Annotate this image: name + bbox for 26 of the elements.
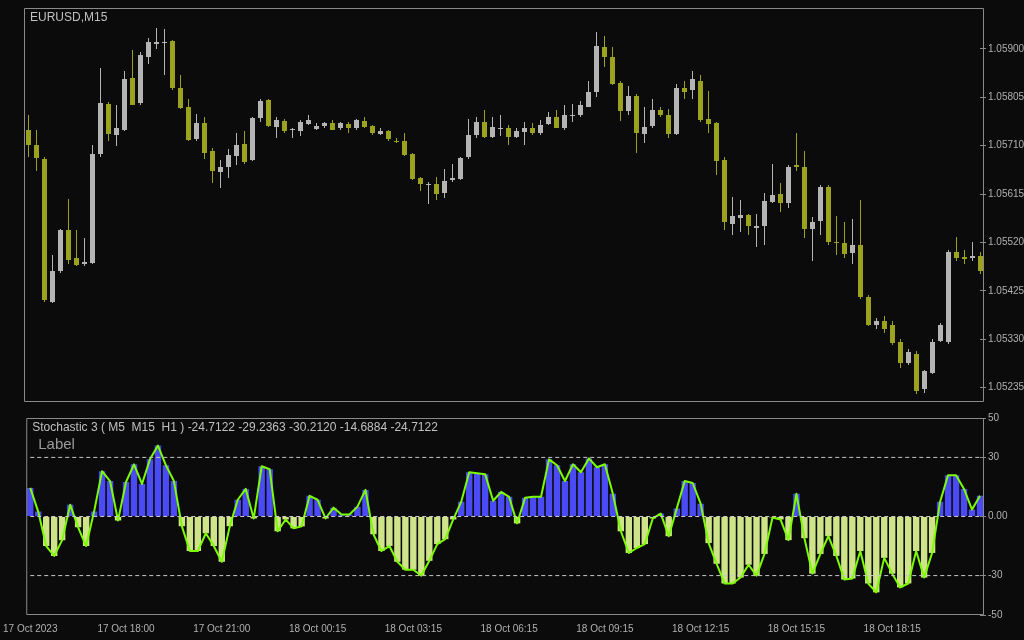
y-tick-label: 1.05615	[988, 187, 1024, 199]
x-tick-label: 18 Oct 06:15	[480, 622, 539, 634]
y-tick-label: -50	[988, 608, 1003, 620]
x-tick-label: 17 Oct 2023	[3, 622, 58, 634]
y-tick-label: 1.05710	[988, 139, 1024, 151]
x-tick-label: 17 Oct 18:00	[97, 622, 156, 634]
y-tick-label: 1.05330	[988, 333, 1024, 345]
y-tick-label: 50	[988, 411, 1000, 423]
y-tick-label: 1.05805	[988, 90, 1024, 102]
chart-title: EURUSD,M15	[30, 10, 108, 25]
x-tick-label: 18 Oct 18:15	[863, 622, 922, 634]
x-tick-label: 17 Oct 21:00	[193, 622, 251, 634]
y-tick-label: 1.05520	[988, 236, 1024, 248]
y-tick-label: 1.05900	[988, 42, 1024, 54]
x-tick-label: 18 Oct 00:15	[288, 622, 347, 634]
y-tick-label: 1.05235	[988, 381, 1024, 393]
annotation: Label	[38, 434, 75, 452]
x-tick-label: 18 Oct 03:15	[384, 622, 443, 634]
y-tick-label: -30	[988, 569, 1003, 581]
y-tick-label: 1.05425	[988, 284, 1024, 296]
chart-title: Stochastic 3 ( M5 M15 H1 ) -24.7122 -29.2363 -30.2120 -14.6884 -24.7122	[32, 420, 439, 435]
x-tick-label: 18 Oct 12:15	[672, 622, 730, 634]
x-tick-label: 18 Oct 09:15	[576, 622, 634, 634]
y-tick-label: 0.00	[988, 510, 1008, 522]
x-tick-label: 18 Oct 15:15	[767, 622, 826, 634]
y-tick-label: 30	[988, 451, 1000, 463]
